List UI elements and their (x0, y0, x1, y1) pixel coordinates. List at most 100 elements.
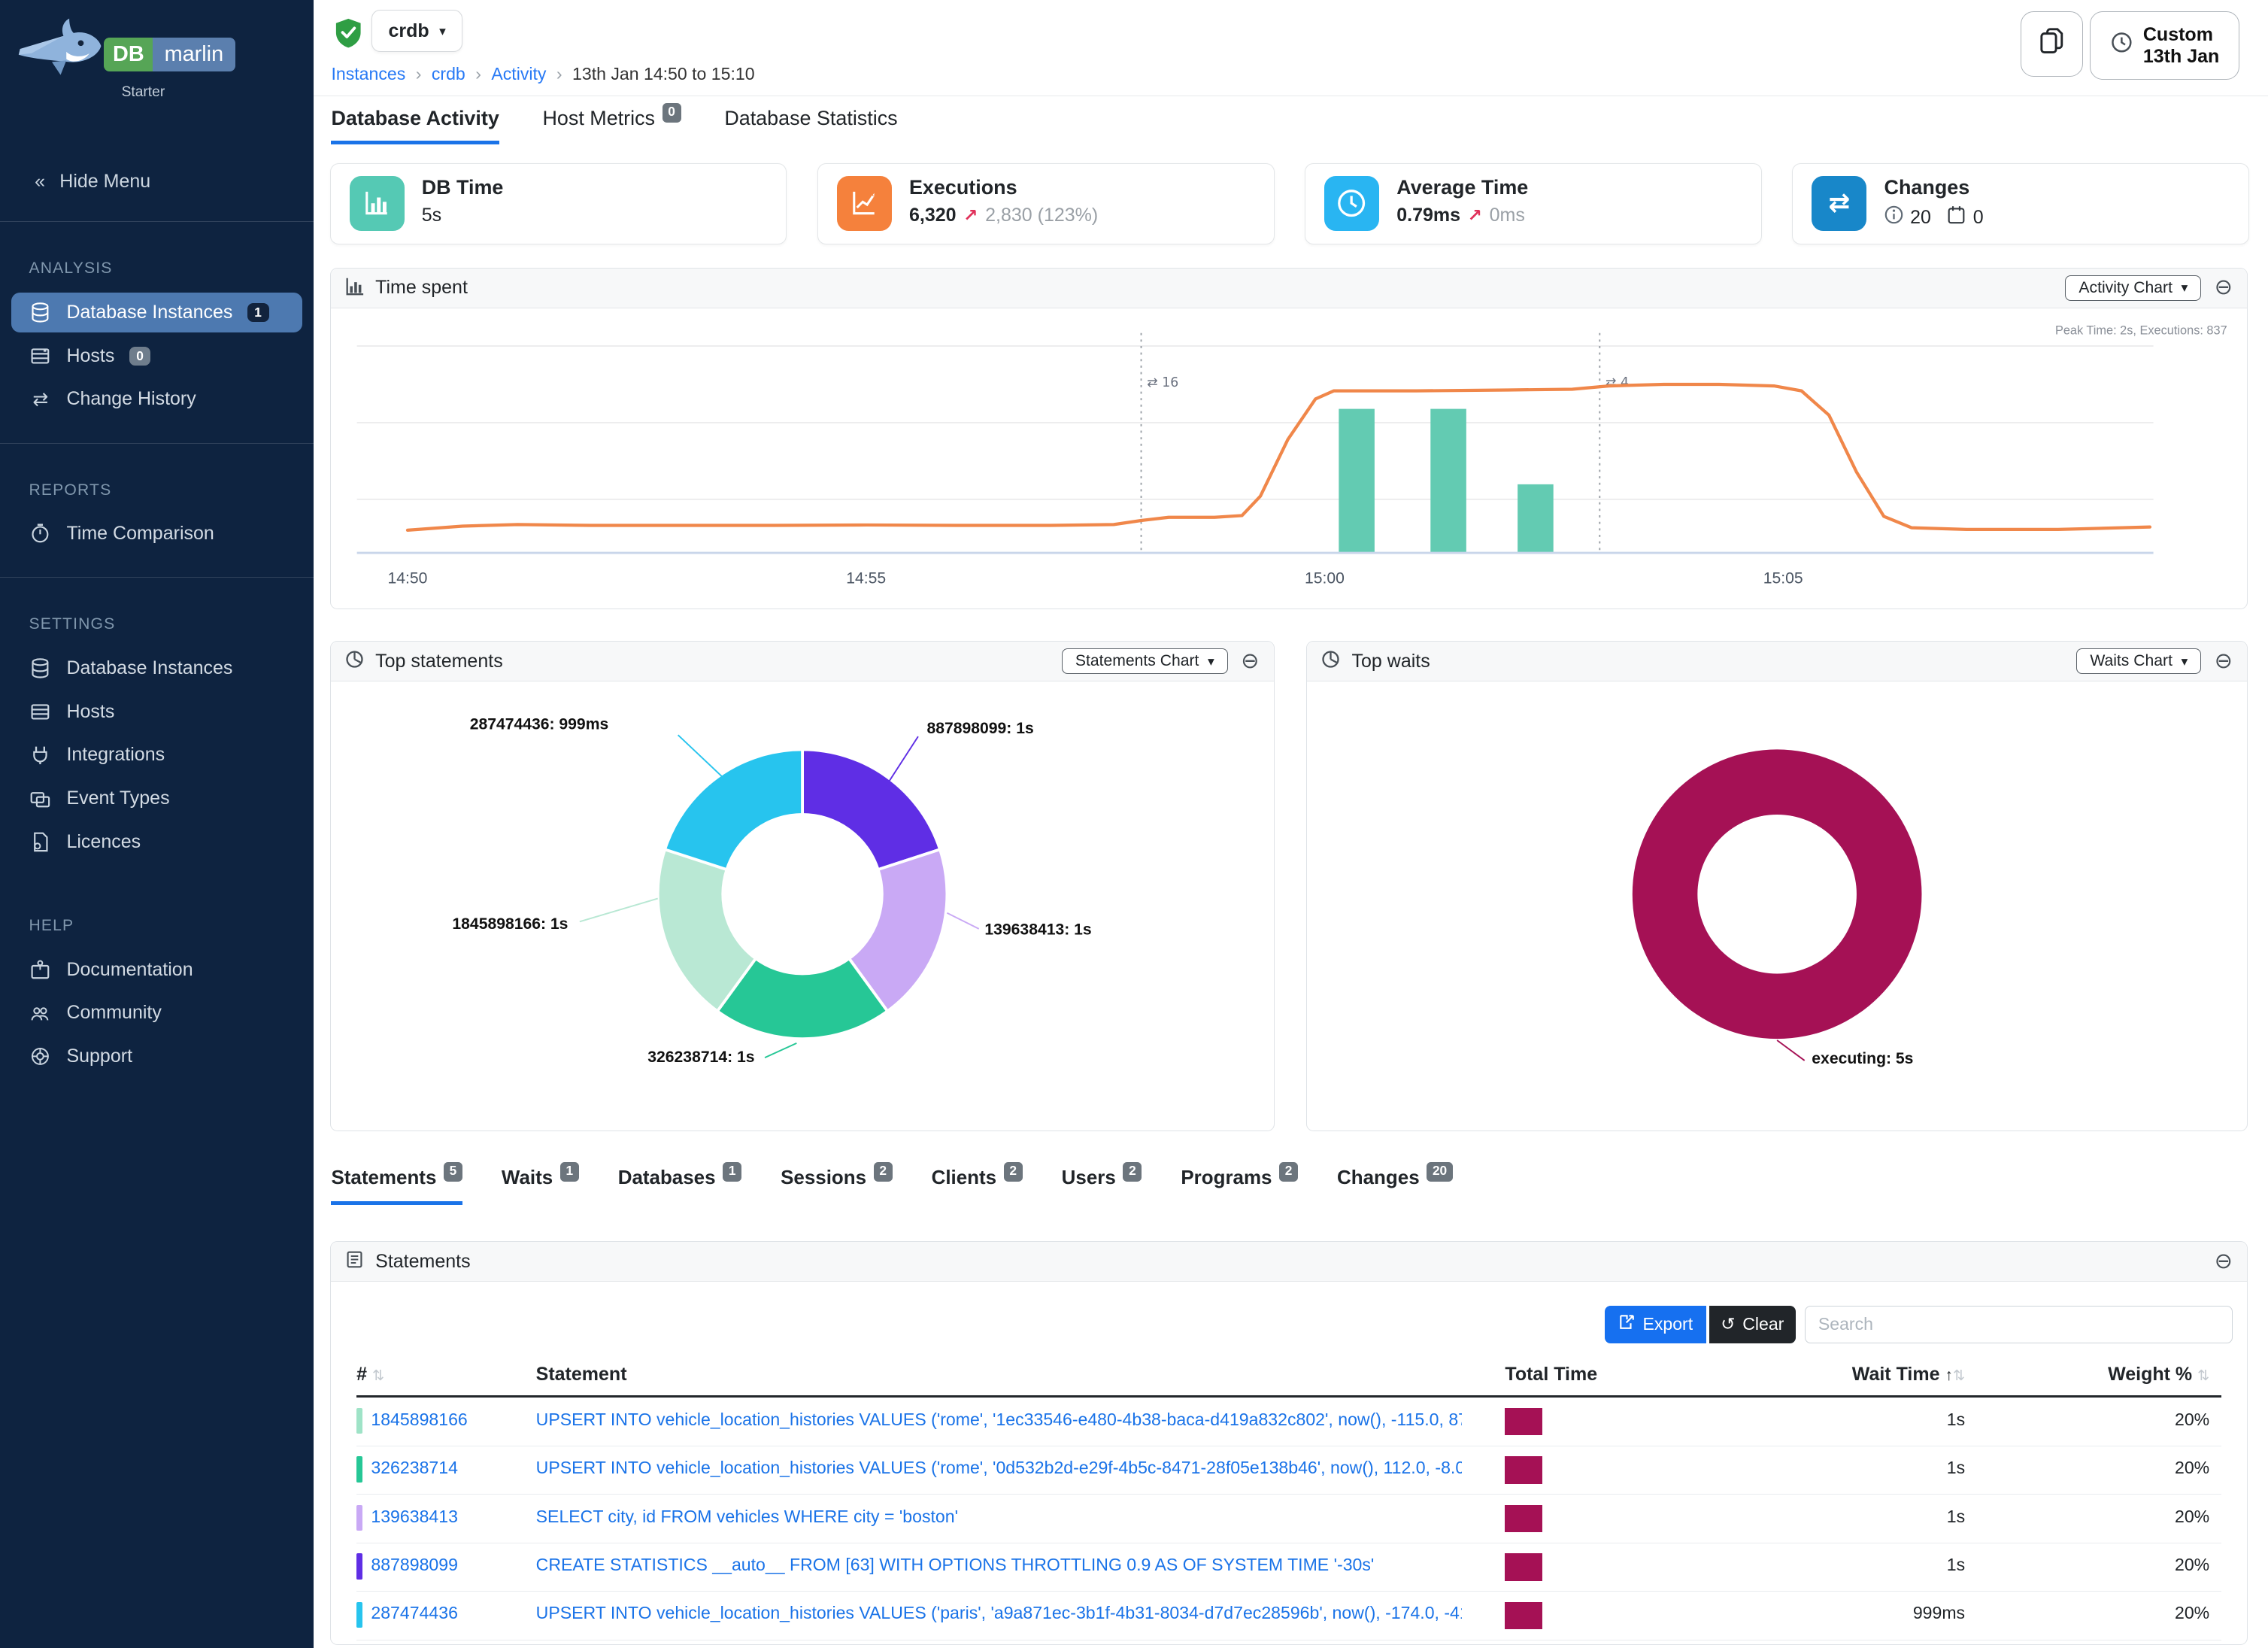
waits-chart-dropdown[interactable]: Waits Chart ▾ (2076, 648, 2202, 674)
time-spent-chart-svg: ⇄ 16 ⇄ 4 14:50 14:55 15:00 15:05 Peak Time: 2s… (356, 323, 2227, 587)
sidebar-item-community[interactable]: Community (11, 993, 302, 1033)
top-statements-donut-chart[interactable]: 887898099: 1s 139638413: 1s 326238714: 1s 1… (331, 681, 1274, 1136)
column-weight[interactable]: Weight % ⇅ (2108, 1363, 2210, 1385)
svg-text:287474436: 999ms: 287474436: 999ms (469, 716, 608, 733)
collapse-panel-icon[interactable]: ⊖ (2214, 275, 2233, 300)
trend-up-icon: ↗ (963, 205, 978, 226)
activity-chart-dropdown[interactable]: Activity Chart ▾ (2065, 275, 2202, 301)
statement-text-link[interactable]: UPSERT INTO vehicle_location_histories V… (535, 1603, 1462, 1623)
sidebar-item-documentation[interactable]: Documentation (11, 949, 302, 990)
statement-color-bar (356, 1504, 362, 1531)
column-id[interactable]: # ⇅ (356, 1363, 385, 1385)
sidebar-item-database-instances[interactable]: Database Instances 1 (11, 292, 303, 333)
sidebar-item-settings-hosts[interactable]: Hosts (11, 691, 302, 732)
wait-time-value: 1s (1946, 1409, 1966, 1429)
hosts-icon (29, 700, 52, 724)
svg-text:⇄ 4: ⇄ 4 (1605, 375, 1629, 390)
divider (0, 442, 314, 444)
copy-icon (2039, 26, 2065, 61)
column-statement[interactable]: Statement (535, 1363, 627, 1385)
statement-id-link[interactable]: 887898099 (371, 1555, 458, 1575)
breadcrumb-activity[interactable]: Activity (491, 63, 547, 83)
sort-asc-icon: ↑ (1945, 1366, 1953, 1384)
clock-icon (2110, 31, 2133, 60)
statements-chart-dropdown[interactable]: Statements Chart ▾ (1061, 648, 1228, 674)
time-spent-chart[interactable]: ⇄ 16 ⇄ 4 14:50 14:55 15:00 15:05 Peak Time: 2s… (331, 308, 2248, 614)
weight-value: 20% (2174, 1409, 2210, 1429)
breadcrumb-crdb[interactable]: crdb (431, 63, 465, 83)
community-icon (29, 1002, 52, 1025)
kpi-average-time: Average Time 0.79ms ↗ 0ms (1305, 163, 1762, 245)
copy-link-button[interactable] (2021, 11, 2083, 77)
swap-arrows-icon: ⇄ (1812, 175, 1867, 231)
top-statements-panel-header: Top statements Statements Chart ▾ ⊖ (330, 642, 1274, 682)
tab-database-statistics[interactable]: Database Statistics (724, 107, 898, 130)
brand-logo[interactable]: DB marlin Starter (0, 0, 314, 150)
detail-tab-clients[interactable]: Clients 2 (932, 1161, 1023, 1204)
logo-marlin-badge: marlin (153, 38, 235, 71)
wait-time-value: 999ms (1912, 1603, 1966, 1623)
sidebar-item-licences[interactable]: Licences (11, 821, 302, 862)
total-time-bar (1505, 1601, 1543, 1630)
collapse-panel-icon[interactable]: ⊖ (1241, 648, 1260, 673)
detail-tabs: Statements 5 Waits 1 Databases 1 Sessions 2 Clie… (331, 1161, 1453, 1205)
detail-tab-changes[interactable]: Changes 20 (1337, 1161, 1453, 1204)
chevron-down-icon: ▾ (2181, 280, 2188, 296)
detail-tab-databases[interactable]: Databases 1 (618, 1161, 742, 1204)
statement-id-link[interactable]: 326238714 (371, 1458, 458, 1478)
sidebar-item-time-comparison[interactable]: Time Comparison (11, 514, 302, 554)
health-shield-icon (334, 17, 362, 55)
table-row: 887898099 CREATE STATISTICS __auto__ FROM… (356, 1543, 2221, 1592)
sidebar-item-settings-database-instances[interactable]: Database Instances (11, 648, 302, 689)
sidebar-item-support[interactable]: Support (11, 1036, 302, 1077)
weight-value: 20% (2174, 1603, 2210, 1623)
column-total-time[interactable]: Total Time (1505, 1363, 1598, 1385)
statement-id-link[interactable]: 1845898166 (371, 1409, 468, 1429)
detail-tab-programs[interactable]: Programs 2 (1181, 1161, 1299, 1204)
export-button[interactable]: Export (1605, 1305, 1706, 1343)
table-row: 326238714 UPSERT INTO vehicle_location_hi… (356, 1446, 2221, 1495)
sidebar-item-hosts[interactable]: Hosts 0 (11, 335, 302, 376)
sidebar-item-change-history[interactable]: ⇄ Change History (11, 379, 302, 420)
statement-text-link[interactable]: SELECT city, id FROM vehicles WHERE city… (535, 1506, 959, 1526)
wait-time-value: 1s (1946, 1506, 1966, 1526)
wait-time-value: 1s (1946, 1458, 1966, 1478)
svg-text:executing: 5s: executing: 5s (1812, 1050, 1913, 1067)
hide-menu-button[interactable]: « Hide Menu (35, 170, 151, 192)
total-time-bar (1505, 1504, 1543, 1533)
tab-host-metrics[interactable]: Host Metrics 0 (543, 102, 681, 144)
clock-icon (1324, 175, 1380, 231)
statement-text-link[interactable]: CREATE STATISTICS __auto__ FROM [63] WIT… (535, 1555, 1375, 1575)
time-range-button[interactable]: Custom 13th Jan (2090, 11, 2239, 80)
statement-id-link[interactable]: 287474436 (371, 1603, 458, 1623)
count-badge: 2 (873, 1161, 893, 1182)
detail-tab-statements[interactable]: Statements 5 (331, 1161, 462, 1205)
svg-text:14:50: 14:50 (387, 569, 427, 587)
statement-id-link[interactable]: 139638413 (371, 1506, 458, 1526)
detail-tab-waits[interactable]: Waits 1 (502, 1161, 579, 1204)
hosts-icon (29, 344, 52, 368)
sidebar-item-event-types[interactable]: Event Types (11, 778, 302, 819)
collapse-panel-icon[interactable]: ⊖ (2214, 648, 2233, 673)
sort-icon: ⇅ (372, 1367, 385, 1384)
instance-selector[interactable]: crdb ▾ (371, 10, 462, 53)
clear-button[interactable]: ↺ Clear (1709, 1305, 1797, 1343)
main-content: crdb ▾ Instances › crdb › Activity › 13t… (314, 0, 2268, 1648)
sidebar-item-integrations[interactable]: Integrations (11, 735, 302, 775)
top-waits-donut-chart[interactable]: executing: 5s (1307, 681, 2247, 1136)
tab-database-activity[interactable]: Database Activity (331, 107, 499, 144)
breadcrumb-instances[interactable]: Instances (331, 63, 406, 83)
statement-text-link[interactable]: UPSERT INTO vehicle_location_histories V… (535, 1458, 1462, 1478)
column-wait-time[interactable]: Wait Time ↑⇅ (1851, 1363, 1966, 1385)
change-arrows-icon: ⇄ (32, 388, 49, 410)
time-spent-panel-header: Time spent Activity Chart ▾ ⊖ (330, 268, 2248, 308)
collapse-panel-icon[interactable]: ⊖ (2214, 1249, 2233, 1273)
detail-tab-users[interactable]: Users 2 (1062, 1161, 1142, 1204)
detail-tab-sessions[interactable]: Sessions 2 (781, 1161, 893, 1204)
top_waits-svg: executing: 5s (1632, 749, 1922, 1067)
search-input[interactable] (1804, 1305, 2233, 1343)
chart-icon (345, 275, 364, 302)
table-toolbar: Export ↺ Clear (1605, 1305, 2233, 1343)
statement-color-bar (356, 1456, 362, 1483)
statement-text-link[interactable]: UPSERT INTO vehicle_location_histories V… (535, 1409, 1462, 1429)
